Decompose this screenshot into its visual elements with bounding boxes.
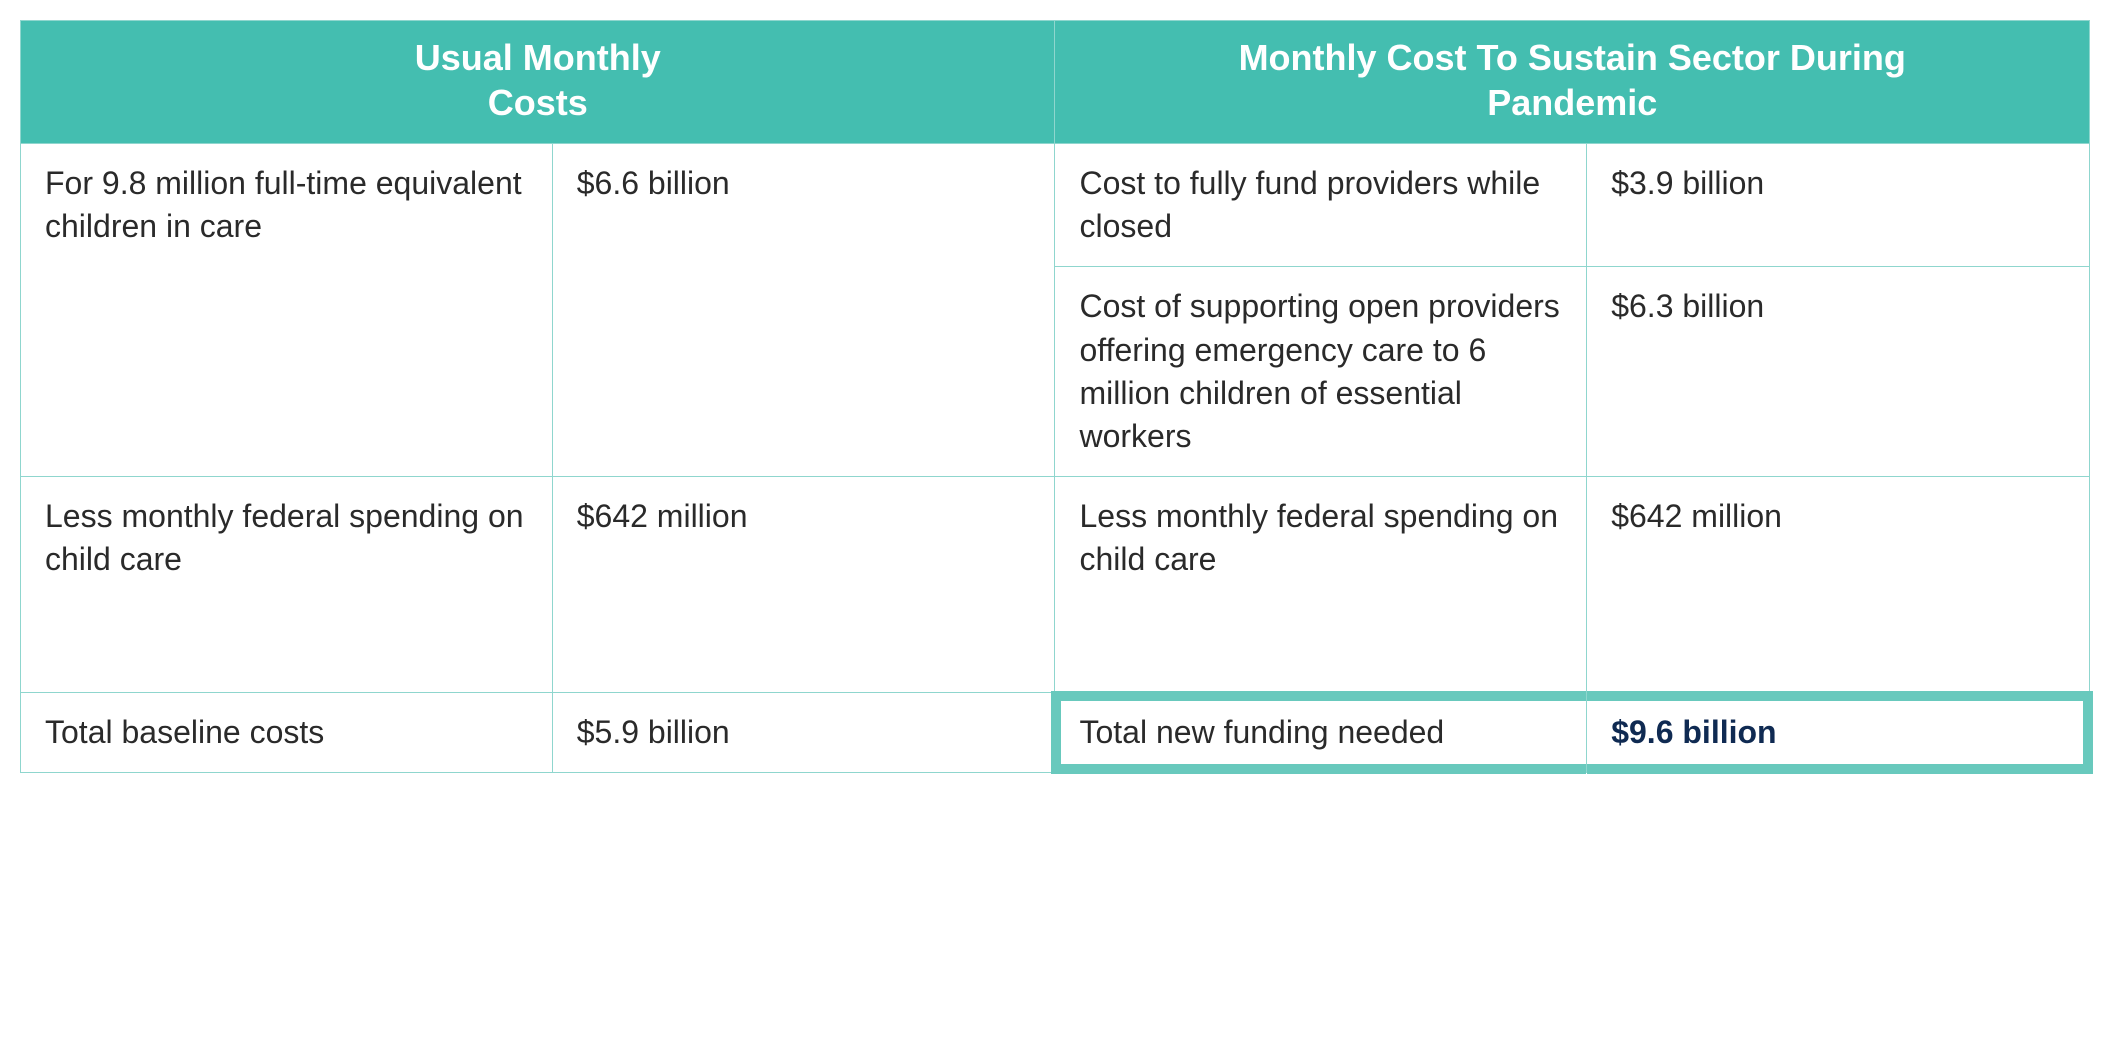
header-left-line2: Costs [488,82,588,123]
header-pandemic-costs: Monthly Cost To Sustain Sector During Pa… [1055,21,2090,144]
header-usual-costs: Usual Monthly Costs [21,21,1055,144]
right-row3-value: $9.6 billion [1587,692,2090,772]
header-right-line2: Pandemic [1487,82,1657,123]
left-row3-label: Total baseline costs [21,692,553,772]
header-right-line1: Monthly Cost To Sustain Sector During [1239,37,1906,78]
right-row3-label-text: Total new funding needed [1079,714,1444,750]
right-row2-value: $642 million [1587,477,2090,692]
right-row3-label: Total new funding needed [1055,692,1587,772]
right-row3-value-text: $9.6 billion [1611,714,1776,750]
right-row2-label: Less monthly federal spending on child c… [1055,477,1587,692]
right-row1b-label: Cost of supporting open providers offeri… [1055,267,1587,477]
left-row2-label: Less monthly federal spending on child c… [21,477,553,692]
left-row1-value: $6.6 billion [552,144,1055,477]
right-row1a-value: $3.9 billion [1587,144,2090,267]
table: Usual Monthly Costs Monthly Cost To Sust… [20,20,2090,773]
left-row2-value: $642 million [552,477,1055,692]
left-row1-label: For 9.8 million full-time equivalent chi… [21,144,553,477]
header-left-line1: Usual Monthly [415,37,661,78]
right-row1a-label: Cost to fully fund providers while close… [1055,144,1587,267]
left-row3-value: $5.9 billion [552,692,1055,772]
right-row1b-value: $6.3 billion [1587,267,2090,477]
cost-comparison-table: Usual Monthly Costs Monthly Cost To Sust… [20,20,2090,773]
